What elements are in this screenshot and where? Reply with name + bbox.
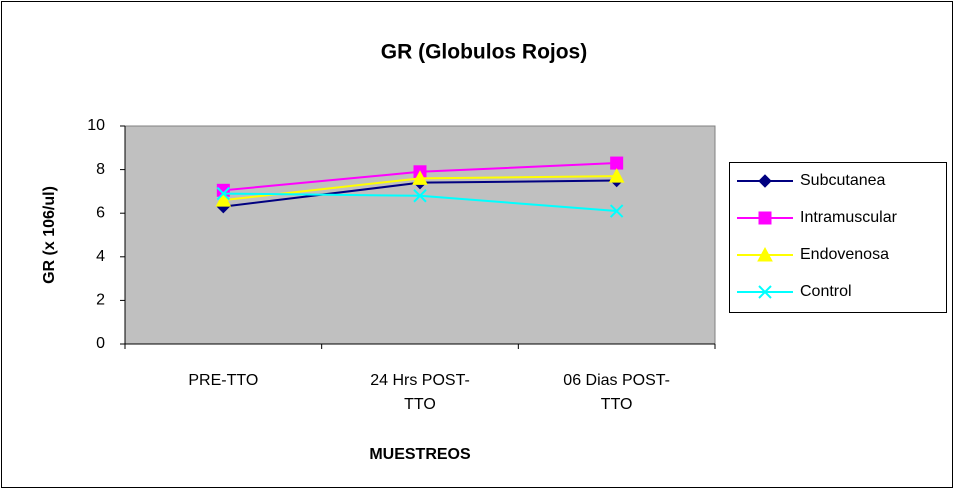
y-tick-label: 10 bbox=[87, 117, 105, 134]
marker bbox=[215, 192, 232, 207]
chart-title: GR (Globulos Rojos) bbox=[381, 41, 587, 64]
marker bbox=[608, 168, 625, 183]
marker bbox=[610, 156, 624, 170]
legend-label: Subcutanea bbox=[800, 172, 886, 189]
plot-area bbox=[124, 125, 716, 345]
y-tick-label: 2 bbox=[96, 292, 105, 309]
legend-label: Endovenosa bbox=[800, 246, 889, 263]
legend-marker bbox=[758, 285, 772, 299]
marker bbox=[609, 204, 624, 218]
legend-marker bbox=[757, 246, 773, 262]
x-tick-label: PRE-TTO bbox=[188, 372, 259, 389]
y-tick-label: 0 bbox=[96, 335, 105, 352]
y-axis-title: GR (x 106/ul) bbox=[41, 186, 58, 284]
x-tick-label: 24 Hrs POST-TTO bbox=[370, 372, 470, 413]
y-tick-label: 8 bbox=[96, 161, 105, 178]
legend-marker bbox=[758, 174, 772, 188]
y-tick-label: 6 bbox=[96, 204, 105, 221]
marker bbox=[216, 186, 231, 201]
legend-marker bbox=[758, 211, 772, 225]
legend-label: Intramuscular bbox=[800, 209, 898, 226]
x-axis-title: MUESTREOS bbox=[369, 446, 471, 463]
marker bbox=[412, 170, 428, 185]
y-tick-label: 4 bbox=[96, 248, 105, 265]
legend-label: Control bbox=[800, 283, 852, 300]
legend-box bbox=[729, 162, 947, 313]
marker bbox=[413, 189, 427, 203]
x-tick-label: 06 Dias POST-TTO bbox=[563, 372, 670, 413]
